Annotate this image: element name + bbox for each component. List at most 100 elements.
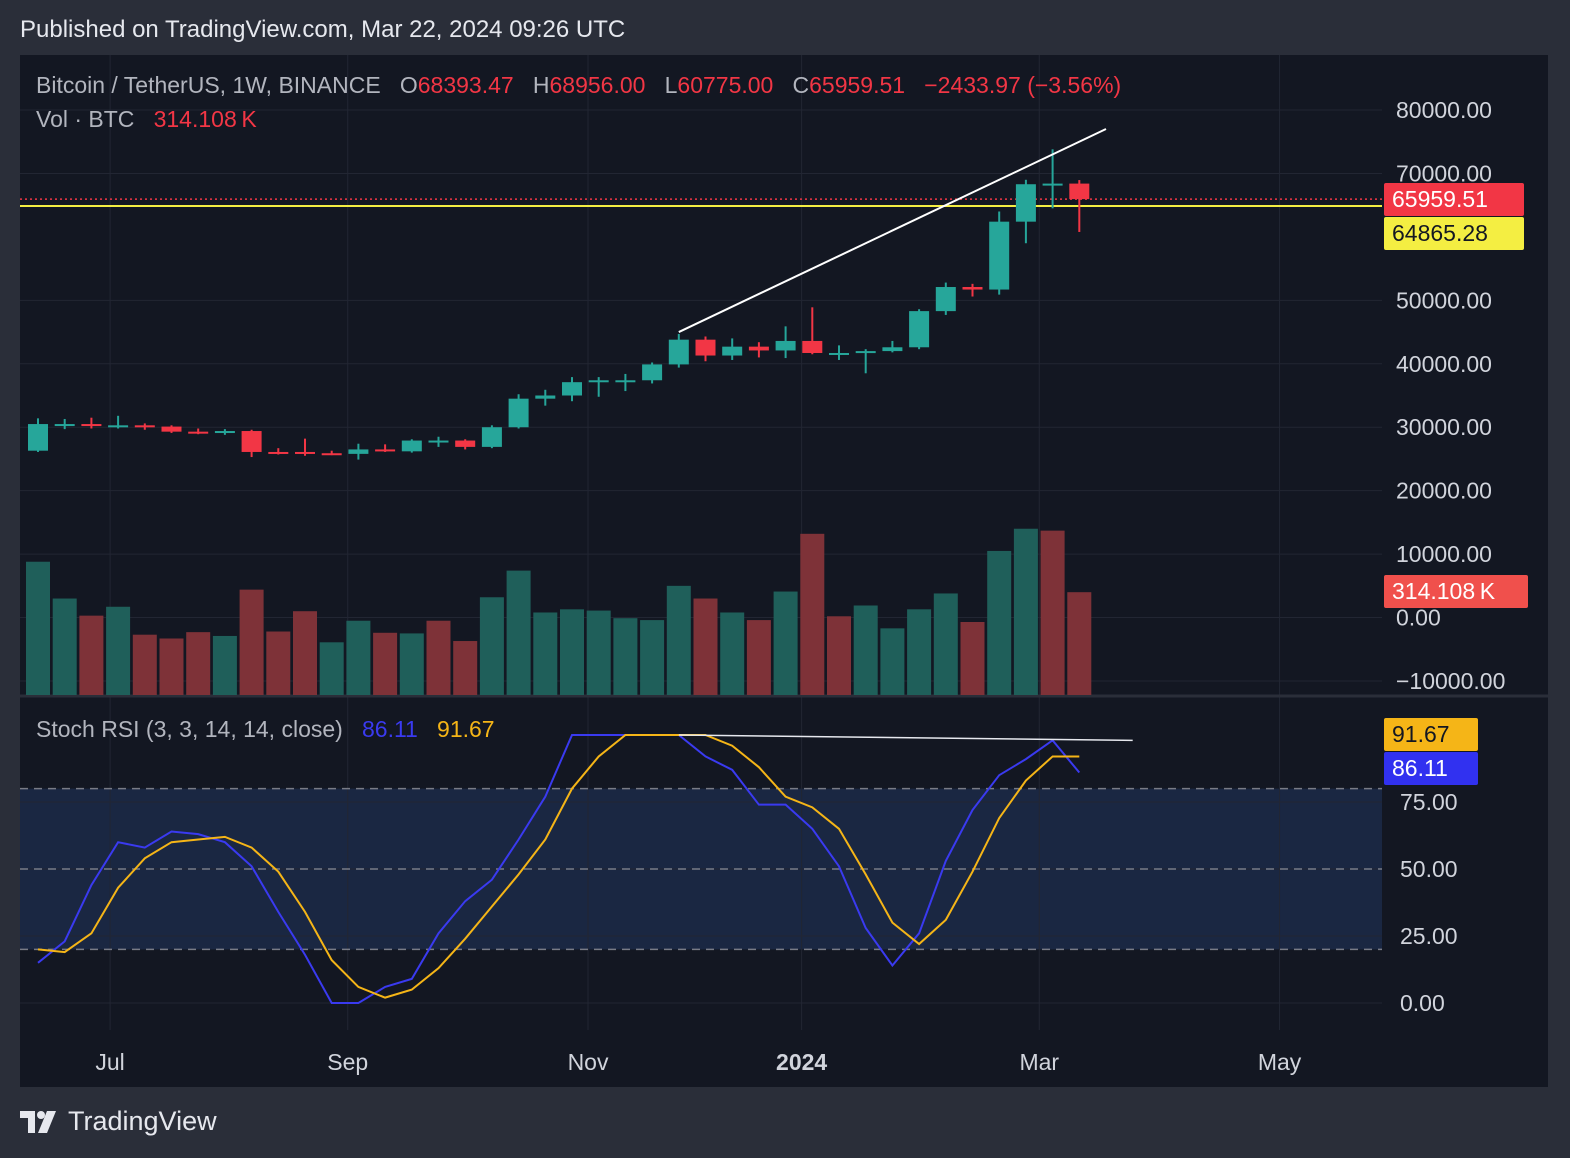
candle-body bbox=[668, 339, 689, 365]
candle-body bbox=[829, 352, 849, 355]
price-tick-label: 40000.00 bbox=[1396, 351, 1492, 377]
volume-bar bbox=[640, 620, 665, 695]
volume-bar bbox=[479, 597, 504, 695]
volume-bar bbox=[52, 598, 77, 695]
volume-bar bbox=[26, 561, 50, 695]
low-label: L bbox=[664, 72, 678, 98]
volume-bar bbox=[1013, 528, 1038, 695]
price-tick-label: 70000.00 bbox=[1396, 160, 1492, 186]
volume-bar bbox=[373, 632, 398, 695]
volume-bar bbox=[827, 616, 851, 695]
candle-body bbox=[134, 425, 155, 428]
candle-body bbox=[214, 431, 235, 434]
time-axis-label: Nov bbox=[568, 1049, 609, 1075]
candle-body bbox=[562, 382, 582, 396]
tradingview-brand-text: TradingView bbox=[68, 1106, 217, 1136]
price-tick-label: −10000.00 bbox=[1396, 668, 1505, 694]
volume-value: 314.108 K bbox=[153, 106, 257, 132]
volume-bar bbox=[1040, 530, 1065, 695]
candle-body bbox=[935, 287, 956, 312]
chart-canvas[interactable]: 80000.00 70000.00 50000.00 40000.00 30000.00… bbox=[20, 55, 1548, 1087]
volume-bar bbox=[907, 609, 932, 695]
price-tick-label: 80000.00 bbox=[1396, 97, 1492, 123]
volume-bar bbox=[560, 609, 584, 695]
change-value: −2433.97 (−3.56%) bbox=[924, 72, 1122, 98]
last-price-tag: 65959.51 bbox=[1384, 183, 1524, 216]
volume-bar bbox=[346, 620, 371, 695]
tradingview-logo-icon bbox=[20, 1110, 56, 1133]
time-axis-label: 2024 bbox=[776, 1049, 827, 1075]
candle-body bbox=[802, 340, 823, 353]
stoch-d-value: 91.67 bbox=[437, 716, 495, 742]
volume-tag: 314.108 K bbox=[1384, 575, 1528, 608]
chart-area[interactable]: 80000.00 70000.00 50000.00 40000.00 30000.00… bbox=[20, 55, 1548, 1087]
volume-bar bbox=[426, 620, 451, 695]
volume-bar bbox=[106, 606, 131, 695]
candle-body bbox=[81, 424, 102, 427]
close-label: C bbox=[792, 72, 810, 98]
volume-bar bbox=[746, 620, 771, 695]
volume-bar bbox=[506, 570, 531, 695]
time-axis-label: Mar bbox=[1019, 1049, 1059, 1075]
time-axis-label: May bbox=[1258, 1049, 1302, 1075]
candle-body bbox=[855, 351, 876, 354]
volume-bar bbox=[293, 611, 317, 695]
volume-bar bbox=[720, 612, 745, 695]
volume-bar bbox=[586, 610, 611, 695]
candle-body bbox=[1042, 183, 1063, 186]
price-tick-label: 30000.00 bbox=[1396, 414, 1492, 440]
candle-body bbox=[481, 427, 502, 447]
low-value: 60775.00 bbox=[677, 72, 774, 98]
candle-body bbox=[615, 380, 636, 383]
stoch-rsi-label: Stoch RSI (3, 3, 14, 14, close) bbox=[36, 716, 343, 742]
candle-body bbox=[268, 451, 289, 454]
volume-bar bbox=[773, 591, 798, 695]
volume-bar bbox=[960, 621, 985, 695]
candle-body bbox=[54, 424, 75, 427]
published-info: Published on TradingView.com, Mar 22, 20… bbox=[20, 16, 626, 43]
candle-body bbox=[401, 440, 422, 452]
volume-bar bbox=[319, 642, 344, 695]
open-label: O bbox=[399, 72, 418, 98]
candle-body bbox=[775, 340, 796, 351]
stoch-k-tag: 86.11 bbox=[1384, 752, 1478, 785]
volume-legend: Vol · BTC 314.108 K bbox=[36, 106, 257, 133]
volume-bar bbox=[266, 631, 291, 695]
candle-body bbox=[188, 431, 209, 434]
volume-bar bbox=[239, 589, 264, 695]
price-tick-label: 0.00 bbox=[1396, 605, 1441, 631]
volume-bar bbox=[933, 593, 958, 695]
stoch-k-value: 86.11 bbox=[362, 716, 418, 742]
candle-body bbox=[241, 431, 262, 452]
candle-body bbox=[321, 453, 342, 456]
candle-body bbox=[295, 451, 315, 454]
tradingview-logo[interactable]: TradingView bbox=[20, 1106, 217, 1137]
candle-body bbox=[455, 440, 476, 447]
volume-bar bbox=[613, 618, 638, 695]
stoch-tick-label: 50.00 bbox=[1400, 856, 1458, 882]
stoch-tick-label: 25.00 bbox=[1400, 923, 1458, 949]
volume-bar bbox=[880, 628, 905, 695]
volume-bar bbox=[533, 612, 558, 695]
volume-bar bbox=[159, 638, 184, 695]
time-axis-label: Jul bbox=[95, 1049, 124, 1075]
volume-bar bbox=[399, 633, 424, 695]
close-value: 65959.51 bbox=[809, 72, 906, 98]
volume-bar bbox=[212, 635, 237, 695]
volume-label: Vol · BTC bbox=[36, 106, 135, 132]
stoch-tick-label: 0.00 bbox=[1400, 990, 1445, 1016]
candle-body bbox=[535, 395, 556, 399]
high-value: 68956.00 bbox=[549, 72, 646, 98]
price-legend: Bitcoin / TetherUS, 1W, BINANCE O68393.4… bbox=[36, 72, 1121, 99]
volume-bar bbox=[693, 598, 718, 695]
candle-body bbox=[588, 380, 609, 383]
stoch-trendline bbox=[678, 734, 1133, 742]
time-axis-label: Sep bbox=[327, 1049, 368, 1075]
stoch-tick-label: 75.00 bbox=[1400, 789, 1458, 815]
candle-body bbox=[748, 346, 769, 351]
candle-body bbox=[348, 449, 369, 454]
stoch-rsi-legend: Stoch RSI (3, 3, 14, 14, close) 86.11 91… bbox=[36, 716, 495, 743]
volume-bar bbox=[800, 533, 825, 695]
candle-body bbox=[508, 398, 529, 428]
candle-body bbox=[695, 339, 716, 356]
